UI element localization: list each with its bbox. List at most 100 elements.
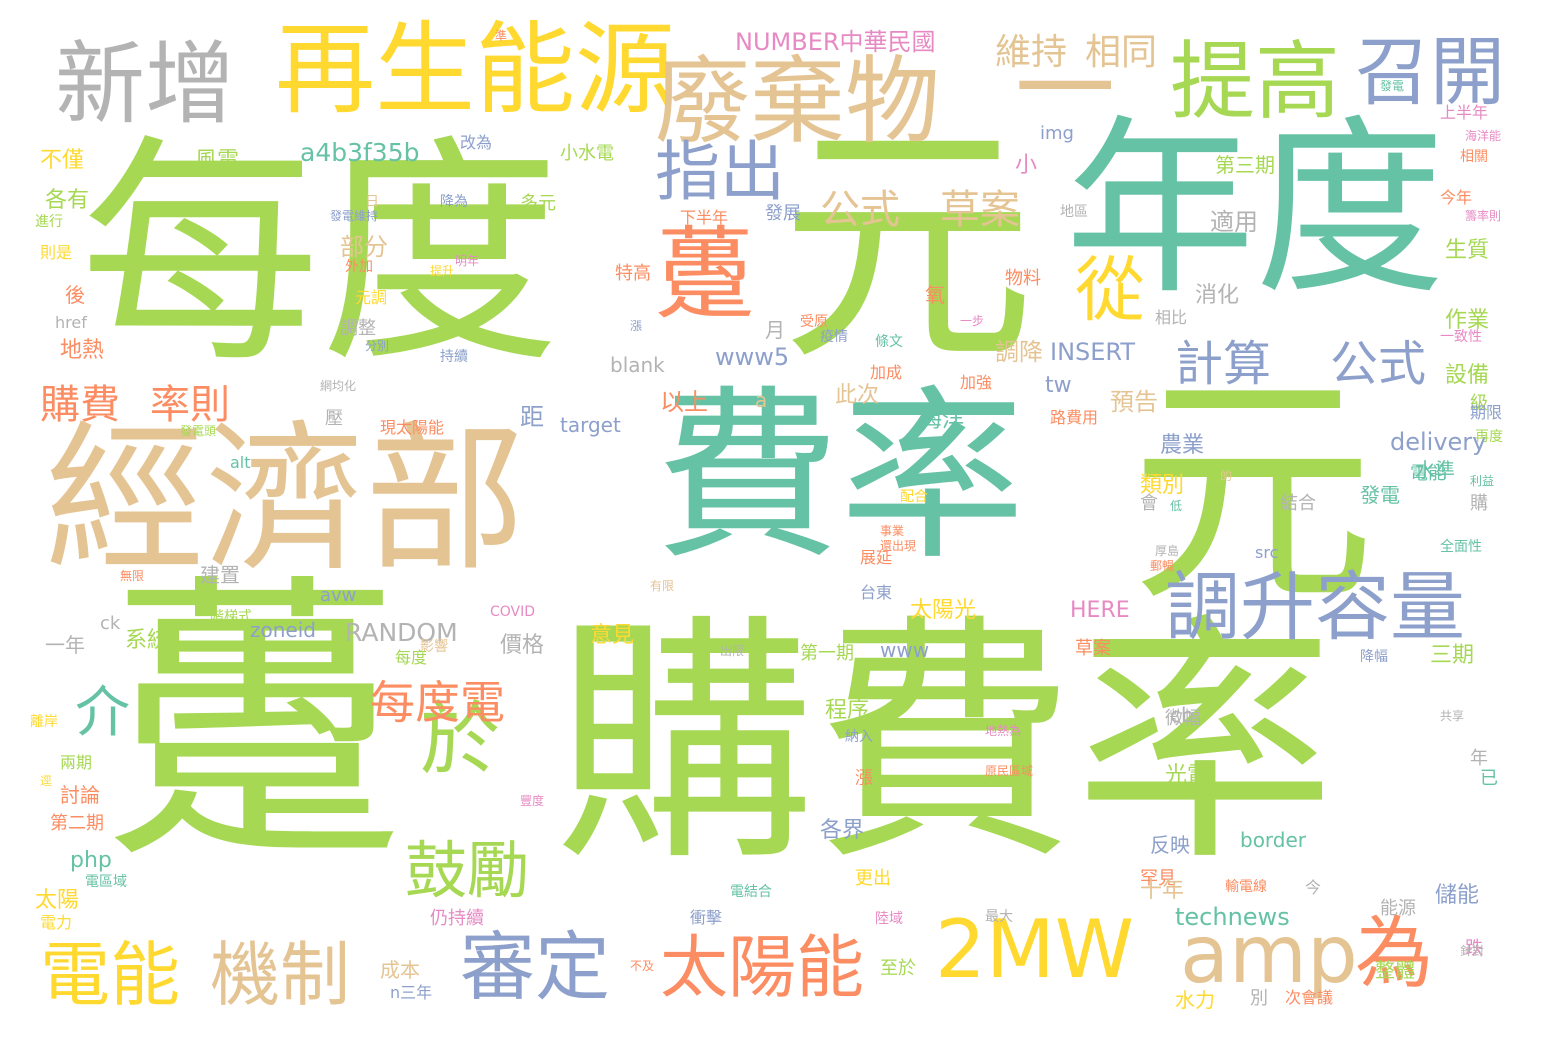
cloud-word: 上半年 [1440,103,1489,122]
cloud-word: 維持 [995,32,1068,73]
cloud-word: 會 [1140,493,1158,514]
cloud-word: 電結合 [730,884,772,900]
cloud-word: 相比 [1155,308,1188,327]
cloud-word: COVID [490,604,536,620]
cloud-word: 一致性 [1440,329,1482,345]
cloud-word: 程序 [825,698,870,723]
cloud-word: avw [320,585,357,606]
cloud-word: 十年 [1140,878,1185,903]
cloud-word: 多元 [520,193,556,214]
cloud-word: n三年 [390,983,433,1002]
cloud-word: 討論 [60,783,100,807]
cloud-word: 相關 [1460,149,1488,165]
cloud-word: 不及 [630,959,655,973]
cloud-word: 距 [520,403,544,431]
cloud-word: 元 [780,99,1036,396]
cloud-word: 持續 [440,349,468,365]
cloud-word: 每度電 [370,676,506,729]
cloud-word: 不僅 [40,148,85,173]
cloud-word: img [1040,123,1074,144]
cloud-word: 還出現 [880,539,917,553]
cloud-word: 兩期 [60,753,93,772]
cloud-word: 能源 [1380,898,1416,919]
cloud-word: 光電 [1165,763,1210,788]
cloud-word: 現太陽能 [380,418,445,437]
cloud-word: 輸電線 [1225,879,1267,895]
cloud-word: 陸域 [875,911,903,927]
cloud-word: 結合 [1280,493,1316,514]
cloud-word: 無限 [120,569,145,583]
cloud-word: 於 [420,693,500,786]
cloud-word: 每度 [80,115,561,395]
cloud-word: 次會議 [1285,988,1334,1007]
cloud-word: 路費用 [1050,408,1099,427]
cloud-word: 作業 [1445,308,1490,333]
cloud-word: a4b3f35b [300,138,420,167]
cloud-word: 發電頭 [180,424,217,438]
cloud-word: 準 [495,29,508,43]
cloud-word: 一 [1015,31,1115,148]
cloud-word: 離岸 [30,714,58,730]
cloud-word: 發電 [1380,79,1405,93]
cloud-word: 受原 [800,314,828,330]
cloud-word: 的 [1220,469,1233,483]
cloud-word: 提升 [430,264,455,278]
cloud-word: cb [1170,703,1194,727]
cloud-word: 草案 [1075,638,1111,659]
cloud-word: href [55,313,87,332]
cloud-word: 條文 [875,334,903,350]
cloud-word: 今 [1305,878,1322,897]
cloud-word: 以上 [660,388,708,416]
cloud-word: 仍持續 [430,908,484,929]
cloud-word: 經濟部 [45,406,526,593]
cloud-word: 各有 [45,188,90,213]
cloud-word: 購 [1470,493,1488,514]
cloud-word: 第二期 [50,813,104,834]
cloud-word: 月 [765,318,785,342]
cloud-word: 調降 [995,338,1043,366]
cloud-word: 介 [75,680,131,744]
cloud-word: 一步 [960,314,985,328]
cloud-word: 影響 [420,639,448,655]
cloud-word: alt [230,453,251,472]
cloud-word: 壓 [325,408,343,429]
cloud-word: 審定 [460,923,611,1011]
cloud-word: 小水電 [560,143,614,164]
cloud-word: 級 [1470,393,1488,414]
cloud-word: 至於 [880,958,916,979]
cloud-word: 從 [1075,249,1145,331]
cloud-word: 日 [365,194,379,210]
cloud-word: 電能 [40,934,180,1016]
cloud-word: php [70,848,112,873]
cloud-word: 罕見 [1140,868,1176,889]
cloud-word: ck [100,613,121,634]
cloud-word: 太陽能 [660,929,865,1008]
cloud-word: 加強 [960,373,993,392]
cloud-word: 低 [1170,499,1183,513]
cloud-word: 發電維持 [330,209,379,223]
cloud-word: 新增 [55,32,235,137]
cloud-word: 召開 [1355,28,1506,116]
cloud-word: 網均化 [320,379,357,393]
cloud-word: blank [610,353,665,377]
cloud-word: 一年 [45,633,85,657]
cloud-word: 台東 [860,583,893,602]
cloud-word: 衝擊 [690,908,723,927]
cloud-word: 相同 [1085,32,1158,73]
cloud-word: 為 [1355,909,1434,999]
cloud-word: 期限 [1470,403,1503,422]
cloud-word: 元 [1130,350,1375,635]
cloud-word: 設備 [1445,363,1490,388]
cloud-word: 調整 [340,318,376,339]
cloud-word: www [880,638,930,662]
cloud-word: 提高 [1170,33,1341,132]
cloud-word: 電區域 [85,874,127,890]
cloud-word: 再生能源 [275,11,675,128]
cloud-word: 別 [1250,988,1268,1009]
cloud-word: 出限 [720,644,745,658]
cloud-word: 展延 [860,548,893,567]
cloud-word: 電能 [1410,463,1446,484]
cloud-word: 水準 [1415,458,1455,482]
cloud-word: 事業 [880,524,905,538]
